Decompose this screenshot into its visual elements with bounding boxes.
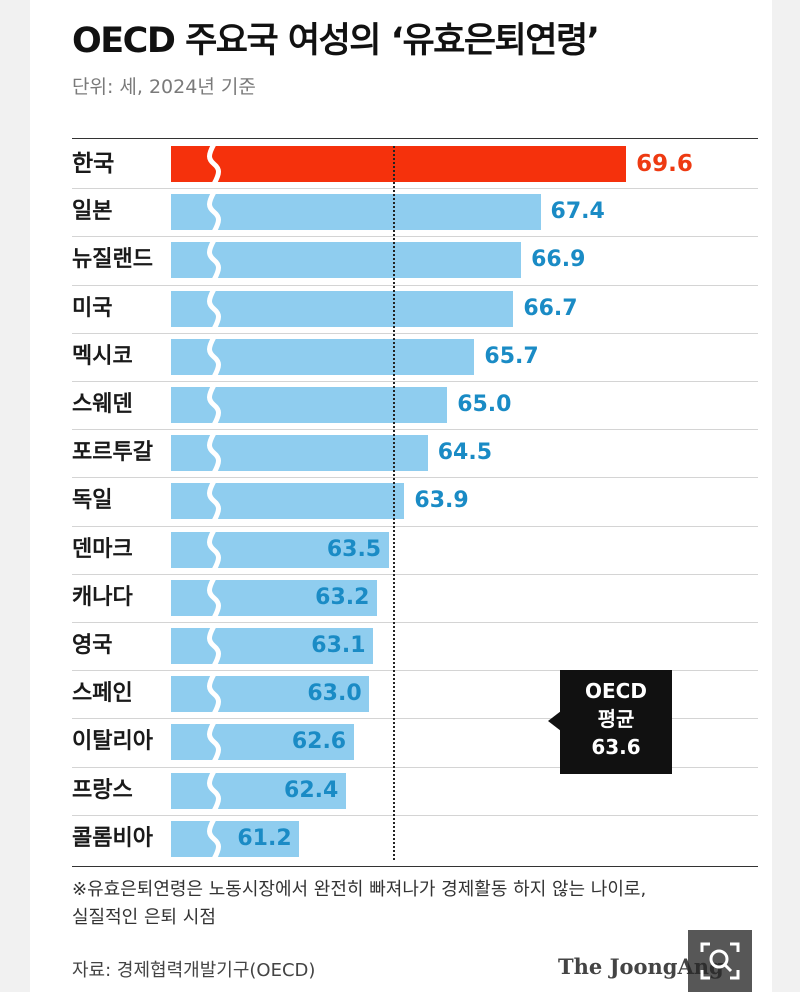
country-label: 프랑스 [72,777,133,803]
bar [171,769,347,812]
bar [171,576,378,619]
value-label: 69.6 [636,151,693,177]
country-label: 이탈리아 [72,729,153,755]
axis-break-mark [207,721,221,764]
value-label: 65.7 [484,343,539,369]
bar [171,431,428,475]
value-label: 62.4 [284,777,339,803]
country-label: 일본 [72,199,113,225]
value-label: 67.4 [550,199,605,225]
bar [171,142,627,186]
bar [171,624,374,668]
country-label: 스페인 [72,681,133,707]
oecd-average-callout: OECD 평균 63.6 [560,670,672,774]
country-label: 독일 [72,488,113,514]
row-divider [72,670,758,672]
row-divider [72,381,758,382]
value-label: 65.0 [457,392,512,417]
row-divider [72,814,758,816]
country-label: 포르투갈 [72,440,153,466]
bottom-rule [72,866,758,867]
bar [171,287,514,330]
value-label: 66.7 [523,295,578,321]
row-divider [72,284,758,286]
oecd-average-line [392,146,395,860]
value-label: 63.2 [315,584,370,610]
axis-break-mark [207,190,221,234]
country-label: 영국 [72,633,113,658]
row-divider [72,477,758,479]
row-divider [72,525,758,527]
axis-break-mark [207,431,221,475]
row-divider [72,188,758,190]
row-divider [72,622,758,623]
country-label: 덴마크 [72,536,133,562]
chart-subtitle: 단위: 세, 2024년 기준 [72,76,256,98]
bar [171,817,300,860]
country-label: 스웨덴 [72,392,133,417]
country-label: 한국 [72,151,115,177]
infographic-card: OECD 주요국 여성의 ‘유효은퇴연령’ 단위: 세, 2024년 기준 한국… [30,0,772,992]
footnote-line-1: ※유효은퇴연령은 노동시장에서 완전히 빠져나가 경제활동 하지 않는 나이로, [72,879,647,900]
axis-break-mark [207,239,221,282]
value-label: 63.9 [414,488,469,514]
row-divider [72,573,758,575]
callout-line-oecd: OECD [585,679,647,703]
axis-break-mark [207,142,221,186]
bar [171,480,405,523]
callout-line-average: 평균 [597,707,635,731]
value-label: 63.0 [307,681,362,707]
country-label: 미국 [72,295,113,321]
country-label: 뉴질랜드 [72,247,153,273]
zoom-button[interactable] [688,930,752,992]
bar [171,335,475,378]
bar [171,383,448,427]
chart-title: OECD 주요국 여성의 ‘유효은퇴연령’ [72,21,600,61]
axis-break-mark [207,576,221,619]
country-label: 캐나다 [72,584,133,610]
row-divider [72,718,758,720]
row-divider [72,766,758,768]
axis-break-mark [207,383,221,427]
bar [171,239,522,282]
bar [171,672,370,716]
footnote-line-2: 실질적인 은퇴 시점 [72,907,216,928]
axis-break-mark [207,287,221,330]
country-label: 콜롬비아 [72,825,153,851]
axis-break-mark [207,672,221,716]
row-divider [72,332,758,334]
row-divider [72,236,758,238]
bar [171,190,541,234]
axis-break-mark [207,624,221,668]
top-rule [72,138,758,139]
bar [171,721,354,764]
value-label: 62.6 [291,729,347,755]
axis-break-mark [207,769,221,812]
bar [171,528,389,571]
footnote: ※유효은퇴연령은 노동시장에서 완전히 빠져나가 경제활동 하지 않는 나이로,… [72,876,646,932]
callout-average-value: 63.6 [591,735,641,759]
value-label: 63.5 [326,536,382,562]
row-divider [72,429,758,431]
axis-break-mark [207,528,221,571]
value-label: 63.1 [311,633,366,658]
callout-pointer [548,711,561,731]
axis-break-mark [207,817,221,860]
country-label: 멕시코 [72,343,133,369]
value-label: 64.5 [437,440,493,466]
source-credit: 자료: 경제협력개발기구(OECD) [72,960,316,981]
axis-break-mark [207,335,221,378]
zoom-magnifier-icon [700,942,740,980]
value-label: 66.9 [531,247,586,273]
value-label: 61.2 [237,825,292,851]
axis-break-mark [207,480,221,523]
